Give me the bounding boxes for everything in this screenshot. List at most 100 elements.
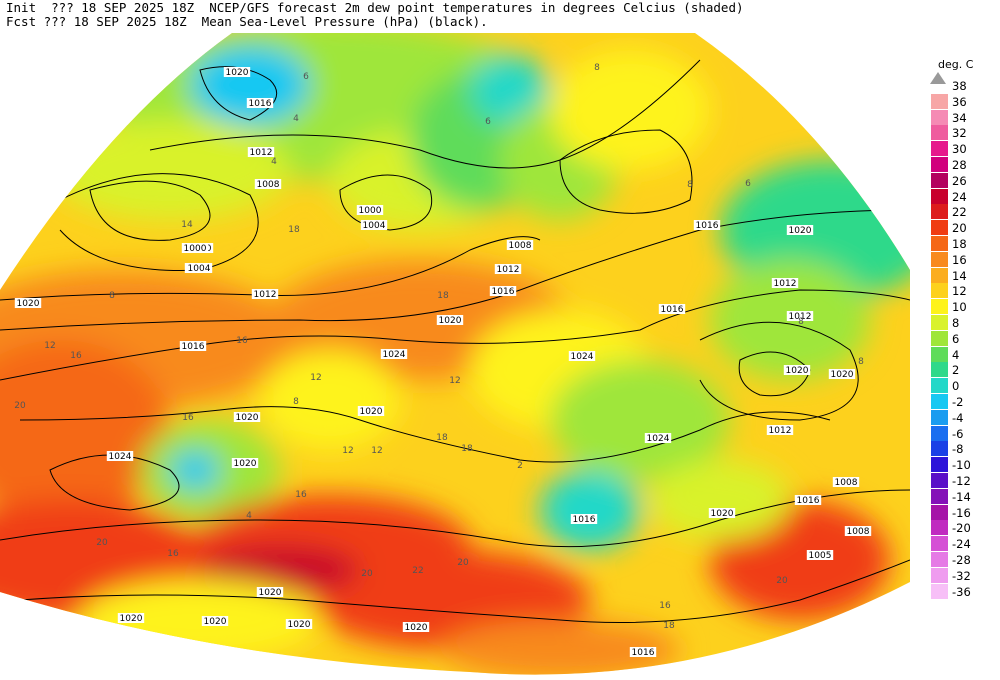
svg-text:1000: 1000 <box>184 244 207 254</box>
svg-text:1020: 1020 <box>789 226 812 236</box>
svg-text:1024: 1024 <box>383 350 406 360</box>
legend-value: 0 <box>952 379 960 394</box>
svg-text:1004: 1004 <box>363 221 386 231</box>
pressure-label: 1016 <box>629 647 657 658</box>
dewpoint-label: 12 <box>342 446 353 456</box>
legend-swatch <box>931 425 948 441</box>
pressure-label: 1020 <box>285 619 313 630</box>
dewpoint-label: 2 <box>517 461 523 471</box>
legend-swatch <box>931 488 948 504</box>
legend-row: 8 <box>930 315 990 331</box>
pressure-label: 1020 <box>231 458 259 469</box>
legend-row: 32 <box>930 125 990 141</box>
legend-swatch <box>931 394 948 409</box>
legend-swatch <box>931 299 948 315</box>
svg-text:1020: 1020 <box>439 316 462 326</box>
pressure-label: 1024 <box>644 433 672 444</box>
legend-row: 24 <box>930 188 990 205</box>
legend-row: 22 <box>930 204 990 220</box>
pressure-label: 1020 <box>436 315 464 326</box>
legend-swatch <box>931 267 948 283</box>
legend-value: 16 <box>952 252 967 267</box>
pressure-labels: 1020101610121008100010041000100410001004… <box>14 67 872 658</box>
legend-value: -10 <box>952 458 971 473</box>
legend-value: 14 <box>952 268 967 283</box>
pressure-label: 1024 <box>380 349 408 360</box>
svg-text:1024: 1024 <box>571 352 594 362</box>
isobars <box>0 59 910 623</box>
legend-row: 20 <box>930 220 990 236</box>
dewpoint-label: 8 <box>293 397 299 407</box>
dewpoint-label: 18 <box>436 433 448 443</box>
dewpoint-label: 8 <box>109 291 115 301</box>
dewpoint-labels: 6 4 4 6 8 8 14 8 12 16 16 12 18 12 18 16 18 20 20 16 20 22 20 1… <box>14 63 864 631</box>
legend-row: -2 <box>930 394 990 410</box>
dewpoint-label: 20 <box>361 569 373 579</box>
svg-text:1020: 1020 <box>288 620 311 630</box>
legend-row: -10 <box>930 457 990 473</box>
dewpoint-label: 8 <box>594 63 600 73</box>
legend-swatch <box>931 457 948 473</box>
svg-text:1012: 1012 <box>254 290 277 300</box>
svg-text:1016: 1016 <box>661 305 684 315</box>
legend-swatch <box>931 93 948 109</box>
legend-row: 6 <box>930 330 990 347</box>
dewpoint-label: 16 <box>659 601 671 611</box>
dewpoint-label: 8 <box>858 357 864 367</box>
legend-swatch <box>931 236 948 251</box>
legend-swatch <box>931 567 948 583</box>
pressure-label: 1020 <box>256 587 284 598</box>
legend-value: 26 <box>952 173 967 188</box>
pressure-label: 1005 <box>806 550 834 561</box>
legend-swatch <box>931 536 948 552</box>
pressure-label: 1000 <box>356 205 384 216</box>
svg-text:1020: 1020 <box>120 614 143 624</box>
legend-value: -6 <box>952 426 964 441</box>
pressure-label: 1020 <box>828 369 856 380</box>
legend-swatch <box>931 157 948 172</box>
svg-text:1020: 1020 <box>360 407 383 417</box>
pressure-label: 1000 <box>181 243 209 254</box>
dewpoint-label: 22 <box>412 566 423 576</box>
legend-swatch <box>931 172 948 188</box>
legend-row: 16 <box>930 251 990 268</box>
legend-value: -4 <box>952 410 964 425</box>
weather-map: 1020101610121008100010041000100410001004… <box>0 33 910 675</box>
legend-value: 20 <box>952 221 967 236</box>
svg-text:1020: 1020 <box>259 588 282 598</box>
dewpoint-label: 20 <box>14 401 26 411</box>
pressure-label: 1020 <box>117 613 145 624</box>
dewpoint-label: 12 <box>44 341 55 351</box>
pressure-label: 1008 <box>832 477 860 488</box>
svg-text:1012: 1012 <box>250 148 273 158</box>
legend-value: 32 <box>952 126 967 141</box>
svg-text:1020: 1020 <box>786 366 809 376</box>
dewpoint-label: 6 <box>303 72 309 82</box>
legend-value: 30 <box>952 142 967 157</box>
legend-value: 4 <box>952 347 960 362</box>
dewpoint-label: 18 <box>288 225 300 235</box>
pressure-label: 1020 <box>14 298 42 309</box>
svg-text:1016: 1016 <box>797 496 820 506</box>
legend-value: 24 <box>952 189 967 204</box>
pressure-label: 1020 <box>786 225 814 236</box>
svg-text:1016: 1016 <box>573 515 596 525</box>
pressure-label: 1016 <box>179 341 207 352</box>
svg-text:1008: 1008 <box>257 180 280 190</box>
legend-value: 10 <box>952 300 967 315</box>
legend-row: -28 <box>930 552 990 568</box>
svg-text:1016: 1016 <box>492 287 515 297</box>
legend-swatch <box>931 283 948 299</box>
legend-value: 8 <box>952 316 960 330</box>
dewpoint-label: 16 <box>295 490 307 500</box>
legend-swatch <box>931 583 948 599</box>
svg-text:1024: 1024 <box>647 434 670 444</box>
svg-text:1020: 1020 <box>405 623 428 633</box>
legend-row: -36 <box>930 583 990 600</box>
legend-swatch <box>931 552 948 567</box>
legend-value: 38 <box>952 79 967 93</box>
legend-row: 28 <box>930 157 990 173</box>
pressure-label: 1020 <box>357 406 385 417</box>
legend-swatch <box>931 441 948 457</box>
legend-value: 22 <box>952 205 967 220</box>
